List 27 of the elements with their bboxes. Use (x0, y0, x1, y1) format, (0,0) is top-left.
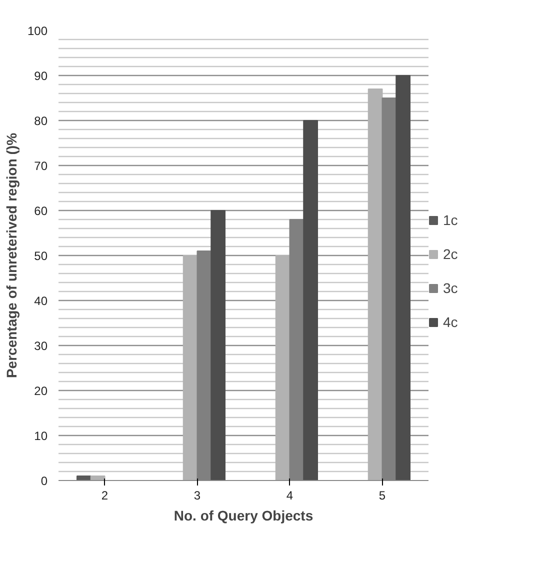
y-tick-label: 80 (34, 114, 48, 128)
x-tick-label: 4 (286, 488, 294, 502)
x-axis-title: No. of Query Objects (174, 508, 314, 524)
y-tick-label: 20 (34, 384, 48, 398)
legend-label: 2c (443, 246, 459, 262)
y-tick-label: 30 (34, 339, 48, 353)
y-tick-label: 40 (34, 294, 48, 308)
y-tick-label: 90 (34, 69, 48, 83)
y-tick-label: 0 (40, 474, 48, 488)
legend-label: 4c (443, 314, 459, 330)
x-tick-label: 5 (378, 488, 386, 502)
bar (303, 120, 318, 480)
y-tick-label: 70 (34, 159, 48, 173)
bar (182, 255, 198, 480)
bar (368, 88, 383, 480)
bar (396, 75, 410, 480)
y-tick-label: 50 (34, 249, 48, 263)
x-tick-label: 3 (194, 488, 201, 502)
y-axis-title: Percentage of unreterived region ()% (3, 132, 20, 378)
x-tick-label: 2 (101, 488, 108, 502)
bar (275, 255, 290, 480)
y-tick-label: 100 (27, 24, 48, 38)
bar (210, 210, 226, 480)
legend-label: 1c (443, 212, 459, 228)
legend-label: 3c (443, 280, 459, 296)
y-tick-label: 60 (34, 204, 48, 218)
y-tick-label: 10 (34, 429, 48, 443)
